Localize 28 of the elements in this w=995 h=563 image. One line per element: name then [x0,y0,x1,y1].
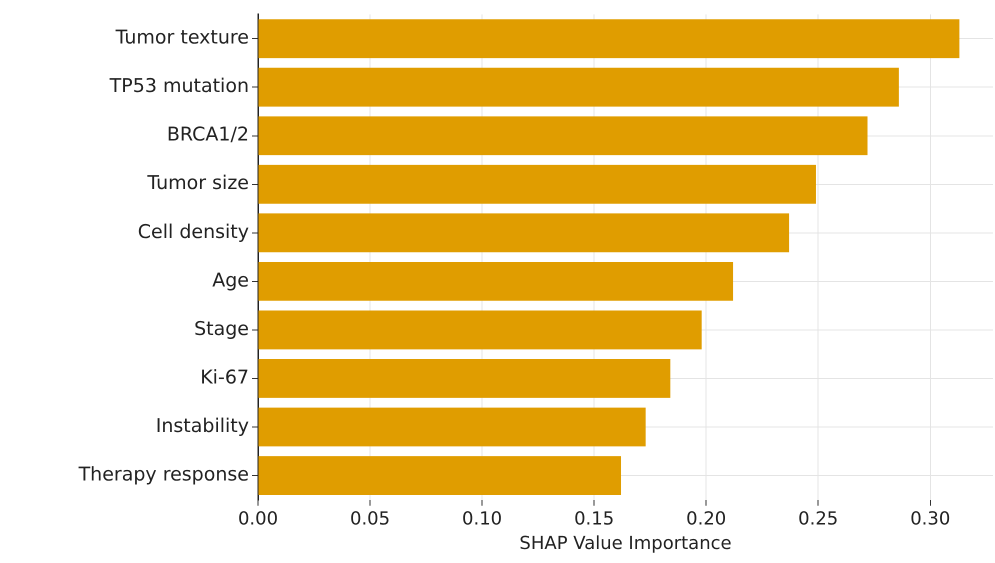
bar [258,310,702,350]
bar [258,408,646,446]
y-tick-label: Age [212,269,249,292]
bar [258,164,816,204]
bar [258,456,622,495]
x-tick-label: 0.30 [910,508,950,530]
y-tick-label: Ki-67 [200,366,249,388]
y-tick-label: Instability [156,414,249,437]
y-tick-label: TP53 mutation [108,75,249,98]
x-tick-label: 0.05 [350,508,390,530]
x-tick-label: 0.15 [574,508,614,530]
x-tick-label: 0.10 [462,508,502,530]
bar [258,19,960,58]
y-tick-label: Tumor size [146,172,249,194]
bar [258,262,734,301]
bar [258,116,868,156]
y-tick-label: Therapy response [78,463,249,486]
y-tick-label: Cell density [138,220,249,243]
x-axis-title: SHAP Value Importance [519,532,732,554]
y-tick-label: BRCA1/2 [166,124,249,146]
x-tick-label: 0.25 [798,508,838,530]
x-tick-label: 0.20 [686,508,726,530]
y-tick-label: Stage [194,318,249,340]
bar [258,359,670,398]
y-tick-label: Tumor texture [114,26,249,49]
bar [258,68,899,107]
bar [258,213,790,252]
x-tick-label: 0.00 [238,508,278,530]
